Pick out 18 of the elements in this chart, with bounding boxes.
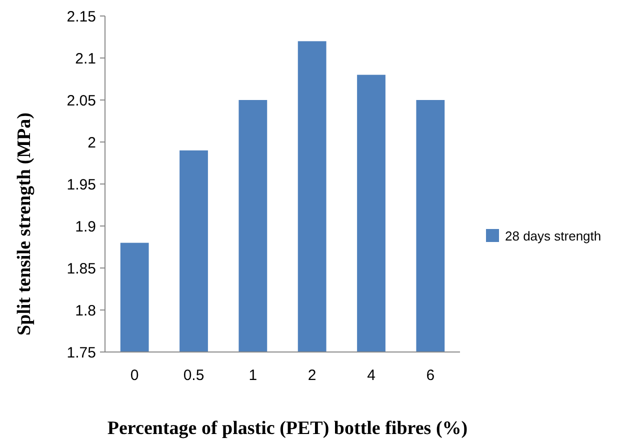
y-axis-title: Split tensile strength (MPa): [14, 112, 35, 336]
x-tick-label: 0: [130, 367, 139, 384]
y-tick-label: 1.85: [66, 260, 96, 278]
y-tick-label: 1.8: [75, 302, 96, 320]
y-tick-label: 2: [88, 134, 96, 152]
x-tick-label: 4: [367, 367, 376, 384]
y-tick-label: 1.9: [75, 218, 96, 236]
x-tick-label: 0.5: [183, 367, 204, 384]
y-tick-label: 1.75: [66, 344, 96, 362]
x-tick-label: 2: [308, 367, 316, 384]
y-tick-label: 2.05: [66, 92, 96, 110]
y-tick-label: 1.95: [66, 176, 96, 194]
y-tick-label: 2.15: [66, 8, 96, 26]
x-axis-title: Percentage of plastic (PET) bottle fibres (%): [107, 418, 468, 439]
y-tick-label: 2.1: [75, 50, 96, 68]
legend-label: 28 days strength: [505, 228, 602, 244]
x-tick-label: 1: [248, 367, 258, 384]
x-tick-label: 6: [426, 367, 435, 384]
